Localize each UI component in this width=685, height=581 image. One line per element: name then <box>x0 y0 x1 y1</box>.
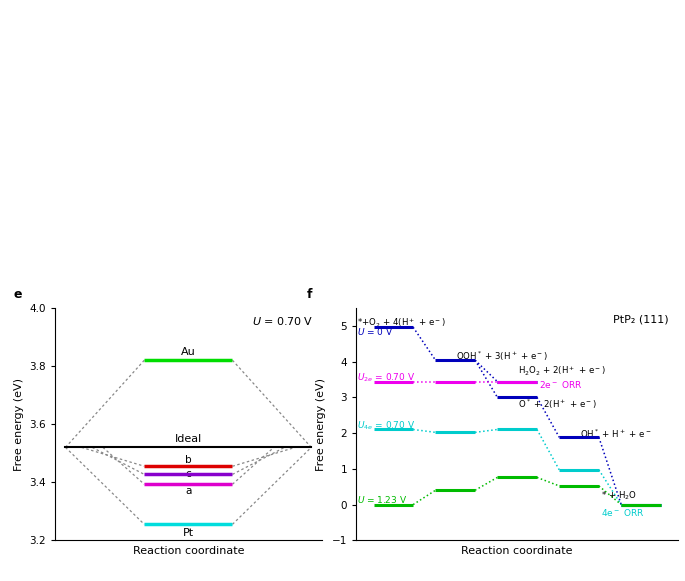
Text: $\mathit{U}$ = 0.70 V: $\mathit{U}$ = 0.70 V <box>253 315 314 327</box>
Text: $*$ + H$_2$O: $*$ + H$_2$O <box>601 489 637 502</box>
Text: 2e$^-$ ORR: 2e$^-$ ORR <box>540 379 583 390</box>
Text: $\mathit{U}$ = 0 V: $\mathit{U}$ = 0 V <box>358 327 394 338</box>
Text: $*$+O$_2$ + 4(H$^+$ + e$^-$): $*$+O$_2$ + 4(H$^+$ + e$^-$) <box>358 316 446 329</box>
Text: b: b <box>343 0 352 3</box>
Text: c: c <box>508 0 515 3</box>
Text: 4e$^-$ ORR: 4e$^-$ ORR <box>601 507 645 518</box>
Text: b: b <box>185 454 192 465</box>
Text: f: f <box>306 288 312 301</box>
Text: $\mathit{U}$$_{4e}$ = 0.70 V: $\mathit{U}$$_{4e}$ = 0.70 V <box>358 419 416 432</box>
Text: PtP₂ (111): PtP₂ (111) <box>613 315 669 325</box>
Text: O$^*$ + 2(H$^+$ + e$^-$): O$^*$ + 2(H$^+$ + e$^-$) <box>519 397 597 411</box>
Text: OH$^*$ + H$^+$ + e$^-$: OH$^*$ + H$^+$ + e$^-$ <box>580 428 652 440</box>
Text: Pt: Pt <box>183 528 194 538</box>
Text: e: e <box>14 288 22 301</box>
Text: $\mathit{U}$ = 1.23 V: $\mathit{U}$ = 1.23 V <box>358 494 408 505</box>
Text: c: c <box>186 469 191 479</box>
Text: $\mathit{U}$$_{2e}$ = 0.70 V: $\mathit{U}$$_{2e}$ = 0.70 V <box>358 371 416 384</box>
Y-axis label: Free energy (eV): Free energy (eV) <box>14 378 23 471</box>
Text: a: a <box>185 486 192 496</box>
Text: Ideal: Ideal <box>175 434 202 444</box>
Text: Au: Au <box>181 347 196 357</box>
Text: OOH$^*$ + 3(H$^+$ + e$^-$): OOH$^*$ + 3(H$^+$ + e$^-$) <box>456 350 549 363</box>
X-axis label: Reaction coordinate: Reaction coordinate <box>133 546 244 556</box>
X-axis label: Reaction coordinate: Reaction coordinate <box>462 546 573 556</box>
Text: d: d <box>597 0 606 3</box>
Y-axis label: Free energy (eV): Free energy (eV) <box>316 378 326 471</box>
Text: H$_2$O$_2$ + 2(H$^+$ + e$^-$): H$_2$O$_2$ + 2(H$^+$ + e$^-$) <box>519 364 606 378</box>
Text: a: a <box>44 0 53 3</box>
